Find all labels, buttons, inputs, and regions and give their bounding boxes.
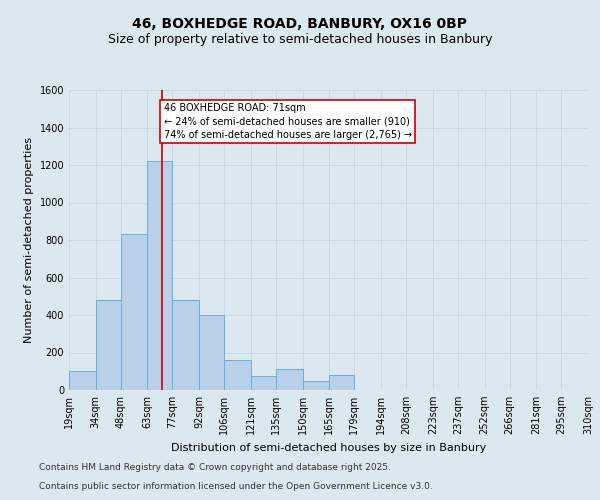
Text: Contains public sector information licensed under the Open Government Licence v3: Contains public sector information licen… (39, 482, 433, 491)
Bar (302, 380, 329, 390)
Bar (276, 370, 302, 390)
Bar (69, 371, 96, 390)
Bar (251, 376, 276, 390)
Text: 46, BOXHEDGE ROAD, BANBURY, OX16 0BP: 46, BOXHEDGE ROAD, BANBURY, OX16 0BP (133, 18, 467, 32)
Bar (96, 300, 121, 390)
Text: 46 BOXHEDGE ROAD: 71sqm
← 24% of semi-detached houses are smaller (910)
74% of s: 46 BOXHEDGE ROAD: 71sqm ← 24% of semi-de… (164, 103, 412, 140)
Bar (172, 300, 199, 390)
Bar (224, 360, 251, 390)
Bar (121, 234, 148, 390)
Bar (199, 315, 224, 390)
Bar (148, 161, 172, 390)
Bar (329, 375, 355, 390)
Text: Contains HM Land Registry data © Crown copyright and database right 2025.: Contains HM Land Registry data © Crown c… (39, 464, 391, 472)
Y-axis label: Number of semi-detached properties: Number of semi-detached properties (24, 137, 34, 343)
X-axis label: Distribution of semi-detached houses by size in Banbury: Distribution of semi-detached houses by … (171, 442, 486, 452)
Text: Size of property relative to semi-detached houses in Banbury: Size of property relative to semi-detach… (108, 32, 492, 46)
